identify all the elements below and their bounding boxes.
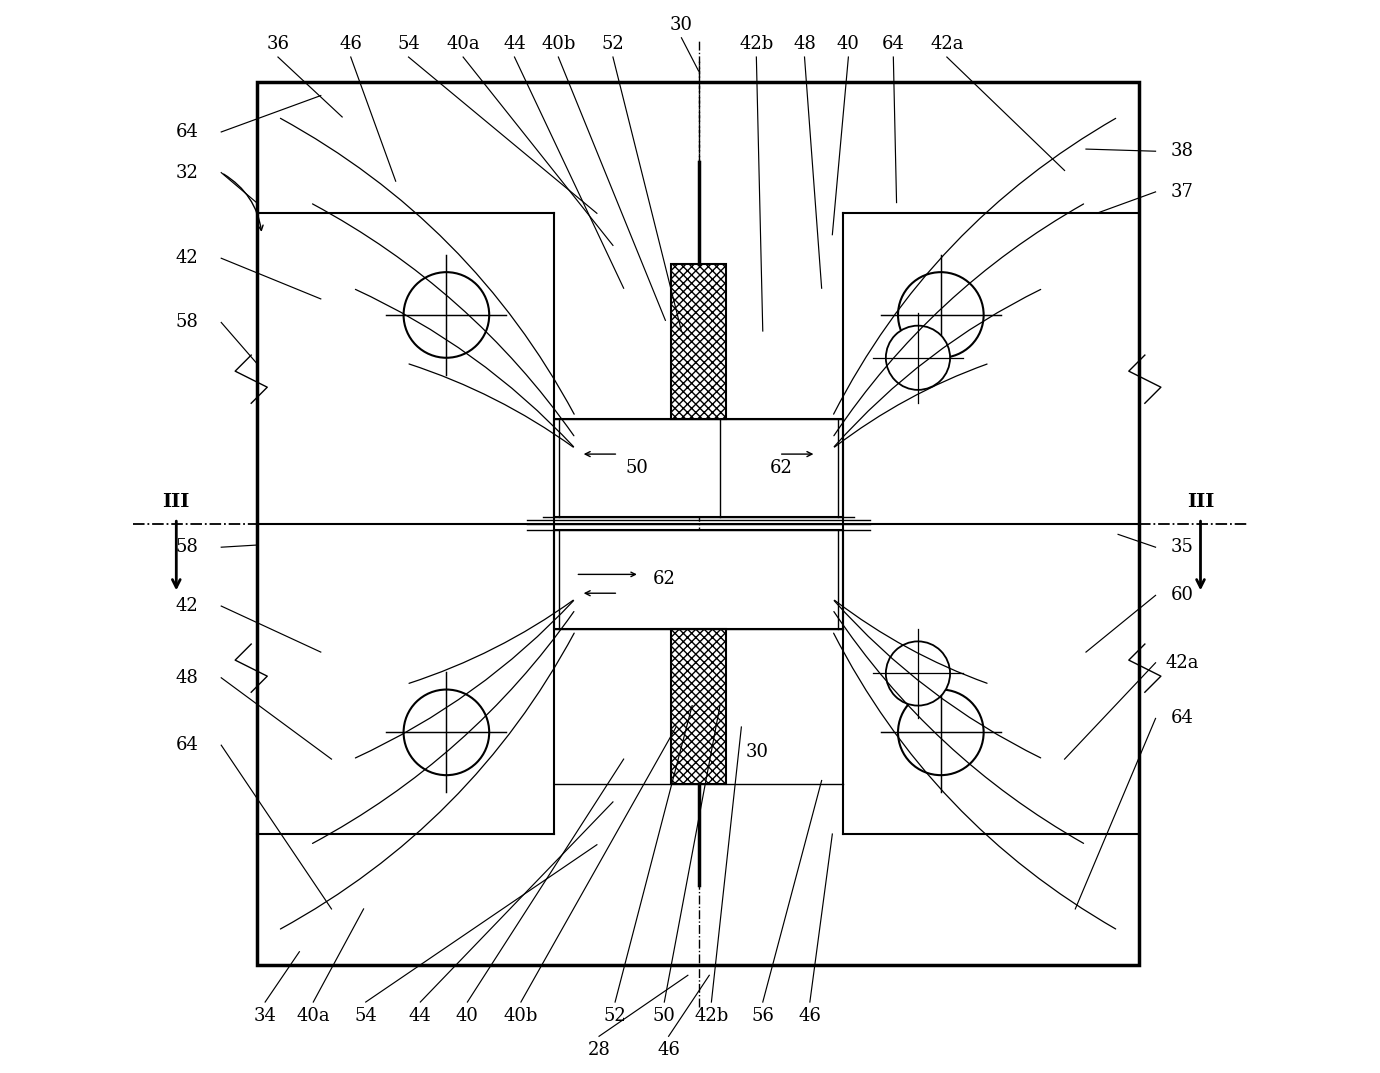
Text: 42: 42	[175, 249, 199, 267]
Text: 44: 44	[408, 1006, 432, 1025]
Text: 40a: 40a	[446, 35, 480, 54]
Bar	[555, 214, 843, 834]
Text: III: III	[163, 494, 190, 511]
Text: 28: 28	[588, 1041, 610, 1059]
Text: 46: 46	[339, 35, 362, 54]
Circle shape	[403, 273, 489, 357]
Bar	[555, 418, 843, 517]
Text: 42a: 42a	[1166, 653, 1199, 672]
Bar	[555, 530, 843, 629]
Text: 48: 48	[793, 35, 816, 54]
Text: 38: 38	[1170, 143, 1194, 160]
Text: 42b: 42b	[694, 1006, 729, 1025]
Text: 40b: 40b	[541, 35, 575, 54]
Text: 52: 52	[602, 35, 624, 54]
Text: 62: 62	[653, 571, 675, 588]
Text: 56: 56	[751, 1006, 774, 1025]
Text: 52: 52	[603, 1006, 627, 1025]
Circle shape	[403, 690, 489, 775]
Text: 50: 50	[653, 1006, 676, 1025]
Text: 60: 60	[1170, 586, 1194, 604]
Circle shape	[898, 273, 984, 357]
Circle shape	[886, 642, 949, 706]
Circle shape	[886, 326, 949, 389]
Text: 44: 44	[504, 35, 526, 54]
Bar	[671, 264, 726, 418]
Bar	[555, 82, 843, 214]
Text: 46: 46	[799, 1006, 821, 1025]
Text: 35: 35	[1170, 539, 1194, 556]
Text: 54: 54	[355, 1006, 377, 1025]
Text: 64: 64	[882, 35, 905, 54]
Bar	[257, 524, 555, 965]
Text: 64: 64	[175, 736, 199, 754]
Text: 58: 58	[175, 539, 199, 556]
Text: 58: 58	[175, 313, 199, 332]
Text: 48: 48	[175, 668, 199, 687]
Text: 32: 32	[175, 163, 199, 181]
Bar	[257, 82, 1140, 965]
Text: 37: 37	[1170, 182, 1194, 201]
Text: 64: 64	[175, 123, 199, 141]
Text: 62: 62	[770, 459, 794, 477]
Text: 64: 64	[1170, 709, 1194, 727]
Text: 40a: 40a	[297, 1006, 330, 1025]
Text: 40: 40	[836, 35, 860, 54]
Text: 50: 50	[625, 459, 649, 477]
Circle shape	[898, 690, 984, 775]
Text: 36: 36	[266, 35, 290, 54]
Text: 42: 42	[175, 597, 199, 615]
Text: 40b: 40b	[504, 1006, 538, 1025]
Text: 40: 40	[455, 1006, 479, 1025]
Text: 42b: 42b	[740, 35, 773, 54]
Bar	[257, 82, 555, 524]
Text: 42a: 42a	[930, 35, 963, 54]
Text: 30: 30	[669, 16, 693, 34]
Bar	[257, 82, 1140, 965]
Text: 46: 46	[657, 1041, 680, 1059]
Bar	[671, 629, 726, 783]
Bar	[555, 834, 843, 965]
Bar	[843, 524, 1140, 965]
Text: 30: 30	[747, 743, 769, 761]
Text: 34: 34	[254, 1006, 276, 1025]
Bar	[843, 82, 1140, 524]
Text: 54: 54	[397, 35, 420, 54]
Text: III: III	[1187, 494, 1214, 511]
